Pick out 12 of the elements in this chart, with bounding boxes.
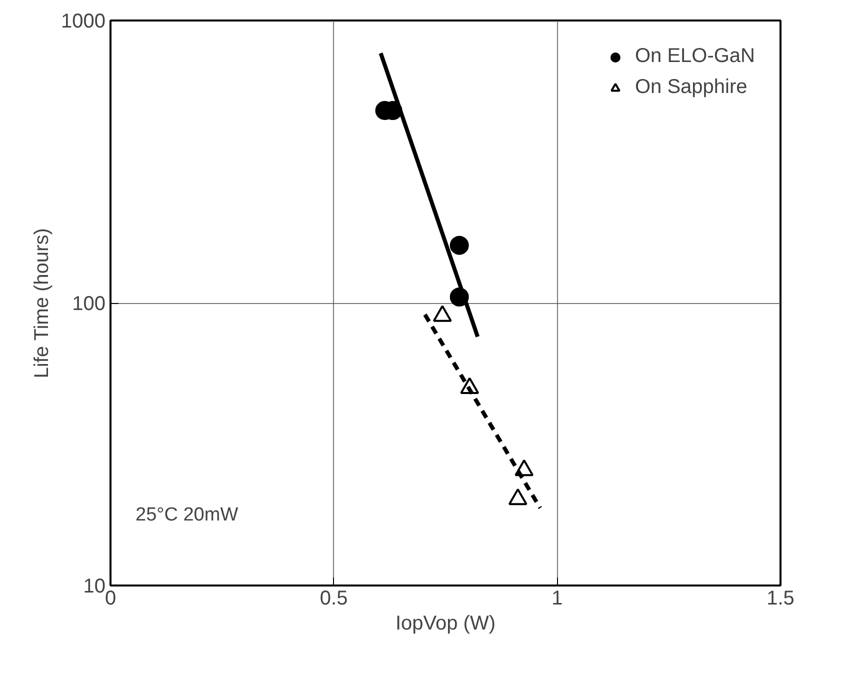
y-tick-label: 100 (72, 293, 106, 315)
y-axis-title: Life Time (hours) (31, 228, 54, 378)
x-tick-label: 0.5 (320, 588, 348, 610)
annotation: 25°C 20mW (136, 504, 238, 526)
legend-label: On Sapphire (634, 76, 748, 99)
x-tick-label: 1 (552, 588, 563, 610)
y-tick-label: 10 (83, 576, 106, 598)
x-tick-label: 1.5 (766, 588, 794, 610)
x-axis-title: IopVop (W) (395, 612, 496, 634)
y-tick-label: 1000 (61, 10, 106, 32)
x-tick-label: 0 (104, 588, 116, 610)
legend-label: On ELO-GaN (634, 45, 755, 68)
